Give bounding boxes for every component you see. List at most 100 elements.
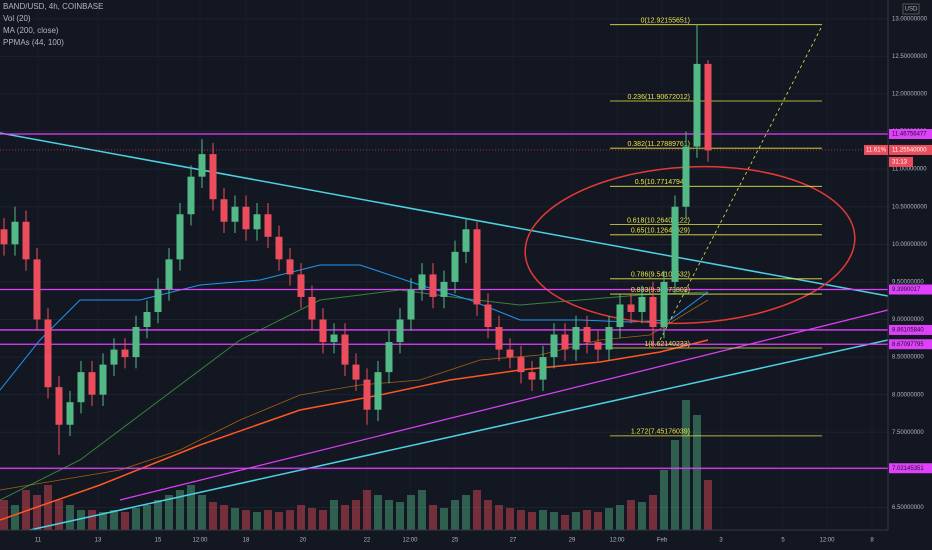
trendline-upper	[0, 132, 889, 297]
volume-bar	[132, 508, 140, 530]
y-tick-label: 13.00000000	[892, 16, 928, 22]
volume-bar	[77, 510, 85, 530]
y-tick-label: 11.00000000	[892, 167, 927, 173]
candle-body	[198, 154, 206, 177]
volume-bar	[121, 512, 129, 530]
candle-body	[396, 319, 404, 343]
fib-label: 0.236(11.90672012)	[627, 94, 690, 101]
candle-body	[407, 289, 415, 320]
candle-body	[11, 221, 19, 245]
level-tag	[889, 339, 932, 350]
candle-body	[242, 206, 250, 230]
volume-bar	[220, 505, 228, 530]
fib-label: 0.5(10.77147942)	[635, 179, 690, 186]
candle-body	[319, 319, 327, 343]
volume-bar	[88, 510, 96, 530]
fib-label: 0.65(10.12645629)	[631, 228, 690, 235]
candle-body	[572, 327, 580, 350]
change-label: 11.61%	[866, 148, 887, 154]
x-tick-label: 12:00	[402, 538, 418, 544]
indicator: MA (200, close)	[3, 26, 59, 35]
volume-bar	[440, 508, 448, 530]
candle-body	[473, 229, 481, 305]
candles	[0, 24, 712, 455]
candle-body	[77, 372, 85, 403]
ma-44	[0, 264, 709, 391]
candle-body	[132, 327, 140, 358]
candle-body	[330, 334, 338, 343]
price-axis	[888, 0, 932, 550]
axis-labels: 13.0000000012.5000000012.0000000011.5000…	[35, 16, 932, 544]
fib-label: 0(12.92155651)	[641, 18, 690, 25]
candle-body	[550, 334, 558, 358]
volume-bar	[275, 512, 283, 530]
candle-body	[275, 236, 283, 260]
y-tick-label: 9.00000000	[892, 317, 924, 323]
candle-body	[374, 372, 382, 410]
volume-bar	[671, 440, 679, 530]
volume-bar	[561, 515, 569, 530]
currency[interactable]: USD	[905, 7, 918, 13]
candle-body	[0, 229, 8, 245]
candle-body	[583, 327, 591, 343]
candle-body	[704, 63, 712, 151]
volume-bar	[495, 505, 503, 530]
candle-body	[33, 259, 41, 320]
countdown-tag	[889, 156, 913, 167]
volume-bar	[198, 495, 206, 530]
x-tick-label: 20	[300, 538, 307, 544]
candle-body	[594, 342, 602, 350]
candle-body	[220, 199, 228, 222]
level-tag	[889, 128, 932, 139]
last-price-label: 11.25540000	[892, 148, 927, 154]
candle-body	[429, 274, 437, 297]
fib-label: 0.786(9.54108532)	[631, 272, 690, 279]
y-tick-label: 7.50000000	[892, 430, 924, 436]
volume-bar	[616, 505, 624, 530]
volume-bar	[583, 510, 591, 530]
volume-bar	[517, 510, 525, 530]
volume-bar	[693, 415, 701, 530]
volume-bar	[99, 512, 107, 530]
x-tick-label: 18	[243, 538, 250, 544]
candle-body	[440, 281, 448, 297]
candle-body	[484, 304, 492, 328]
level-tag	[889, 284, 932, 295]
y-tick-label: 10.00000000	[892, 242, 928, 248]
currency-box[interactable]	[902, 3, 920, 15]
ma-100	[0, 339, 709, 521]
candle-body	[451, 251, 459, 282]
volume-bar	[165, 495, 173, 530]
fib-label: 1.272(7.45176039)	[631, 429, 690, 436]
volume-bar	[352, 500, 360, 530]
x-tick-label: 3	[719, 538, 723, 544]
volume-bar	[33, 495, 41, 530]
volume-bar	[627, 500, 635, 530]
volume-ma	[0, 299, 709, 491]
volume-bar	[0, 500, 8, 530]
x-tick-label: 25	[452, 538, 459, 544]
fib-label: 0.833(9.33873803)	[631, 287, 690, 294]
candle-body	[495, 327, 503, 350]
fib-label: 1(8.62140233)	[644, 341, 690, 348]
volume-bar	[11, 505, 19, 530]
candle-body	[44, 319, 52, 388]
volume-bar	[704, 480, 712, 530]
volume-bar	[286, 510, 294, 530]
volume-bar	[484, 500, 492, 530]
volume-bar	[242, 510, 250, 530]
volume-bar	[143, 505, 151, 530]
volume-bar	[297, 505, 305, 530]
level-label: 7.02145351	[892, 466, 924, 472]
candle-body	[462, 229, 470, 252]
x-tick-label: Feb	[657, 538, 668, 544]
fib-label: 0.618(10.26406122)	[627, 217, 690, 224]
candle-body	[517, 357, 525, 373]
volume-bar	[209, 502, 217, 530]
volume-bar	[176, 490, 184, 530]
x-tick-label: 15	[155, 538, 162, 544]
candle-body	[418, 274, 426, 290]
candle-body	[231, 206, 239, 222]
